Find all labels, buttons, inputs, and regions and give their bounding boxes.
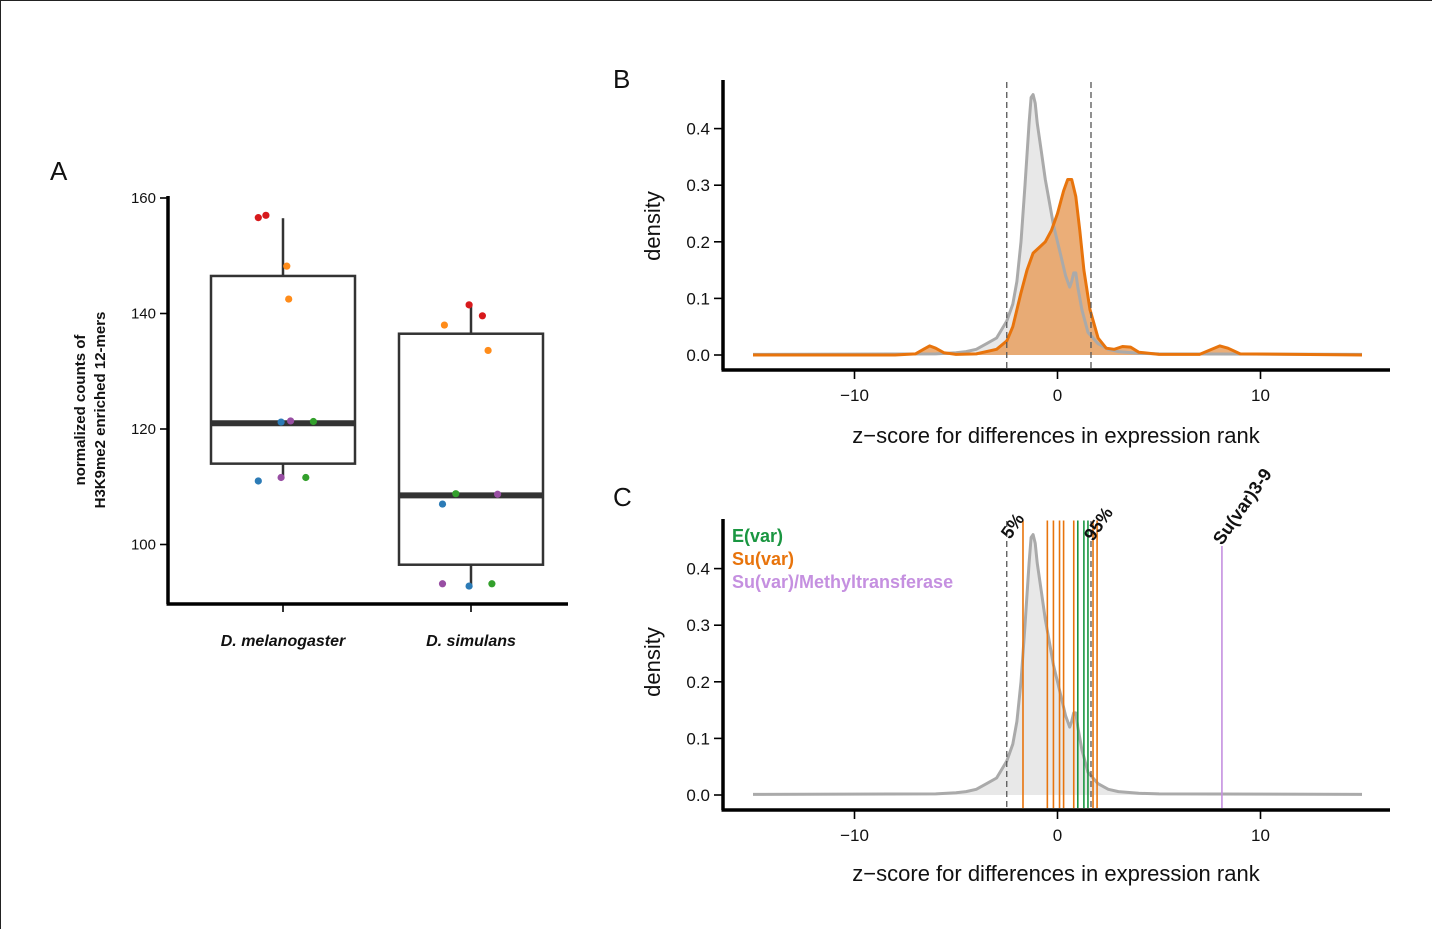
data-point	[484, 346, 492, 355]
data-point	[277, 473, 285, 482]
box-iqr	[397, 332, 545, 566]
ytick-label: 0.4	[686, 120, 710, 139]
panel-c-label: C	[613, 482, 632, 512]
data-point	[494, 490, 502, 498]
panel-b-xlabel: z−score for differences in expression ra…	[852, 423, 1260, 448]
panel-a-ytick-label: 120	[131, 421, 156, 438]
data-point	[287, 417, 295, 425]
panel-a-points	[254, 211, 502, 590]
data-point	[254, 477, 262, 485]
ytick-label: 0.2	[686, 673, 710, 692]
panel-a-axes: 100 120 140 160	[131, 190, 568, 612]
data-point	[465, 301, 473, 309]
panel-b-plot: 0.0 0.1 0.2 0.3 0.4 −10 0 10	[686, 80, 1390, 405]
panel-a-ytick-label: 160	[131, 190, 156, 207]
panel-a-ytick-label: 140	[131, 306, 156, 323]
xtick-label: 10	[1251, 826, 1270, 845]
density-orange-area	[753, 179, 1362, 355]
density-gray-area	[753, 534, 1362, 795]
ytick-label: 0.1	[686, 729, 710, 748]
panel-a-label: A	[50, 156, 68, 186]
data-point	[440, 321, 448, 329]
density-orange-line	[753, 178, 1363, 357]
panel-b-label: B	[613, 64, 630, 94]
data-point	[465, 582, 473, 590]
xtick-label: 10	[1251, 386, 1270, 405]
ytick-label: 0.4	[686, 560, 710, 579]
data-point	[309, 417, 317, 426]
panel-a-ylabel-line2: H3K9me2 enriched 12-mers	[92, 312, 109, 509]
ytick-label: 0.0	[686, 346, 710, 365]
panel-a-ytick-label: 100	[131, 537, 156, 554]
density-gray-line	[752, 93, 1363, 356]
panel-b: B density z−score for differences in exp…	[613, 64, 1390, 448]
panel-c-xlabel: z−score for differences in expression ra…	[852, 861, 1260, 886]
panel-a-ylabel-line1: normalized counts of	[72, 334, 89, 486]
panel-a-boxes	[209, 218, 545, 585]
ytick-label: 0.3	[686, 616, 710, 635]
xtick-label: −10	[840, 386, 869, 405]
box-iqr	[209, 274, 357, 465]
panel-b-ylabel: density	[640, 191, 665, 261]
data-point	[285, 295, 293, 303]
panel-c-ylabel: density	[640, 627, 665, 697]
legend-suvar-methyltransferase: Su(var)/Methyltransferase	[732, 572, 953, 592]
data-point	[277, 418, 285, 426]
ytick-label: 0.1	[686, 289, 710, 308]
data-point	[488, 580, 496, 588]
data-point	[438, 580, 447, 588]
panel-c-plot: 0.0 0.1 0.2 0.3 0.4 −10 0 10	[686, 519, 1390, 845]
data-point	[254, 214, 262, 222]
xtick-label: −10	[840, 826, 869, 845]
data-point	[452, 490, 460, 498]
data-point	[478, 312, 486, 320]
panel-a-category-1: D. simulans	[426, 633, 516, 650]
ytick-label: 0.0	[686, 786, 710, 805]
ytick-label: 0.3	[686, 176, 710, 195]
data-point	[302, 473, 310, 482]
annotation-suvar3-9: Su(var)3-9	[1209, 465, 1276, 549]
panel-a: A normalized counts of H3K9me2 enriched …	[50, 156, 568, 650]
xtick-label: 0	[1053, 386, 1062, 405]
legend-evar: E(var)	[732, 526, 783, 546]
annotation-95pct: 95%	[1080, 503, 1117, 544]
ytick-label: 0.2	[686, 233, 710, 252]
data-point	[438, 500, 447, 508]
data-point	[262, 211, 270, 219]
legend-suvar: Su(var)	[732, 549, 794, 569]
panel-a-category-0: D. melanogaster	[221, 633, 346, 650]
xtick-label: 0	[1053, 826, 1062, 845]
panel-c: C density z−score for differences in exp…	[613, 465, 1390, 886]
data-point	[283, 262, 291, 270]
